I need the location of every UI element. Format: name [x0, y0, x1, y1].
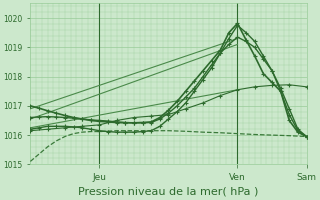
X-axis label: Pression niveau de la mer( hPa ): Pression niveau de la mer( hPa ) — [78, 187, 259, 197]
